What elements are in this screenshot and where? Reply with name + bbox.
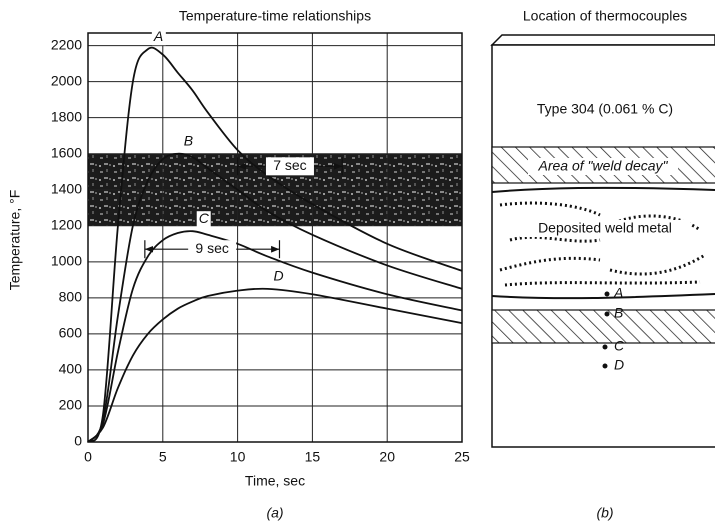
label-bg [151, 29, 166, 46]
label-bg [271, 268, 286, 285]
y-tick-label: 1600 [51, 144, 82, 160]
plot-frame [87, 32, 463, 443]
thermocouple [604, 311, 610, 317]
block-top [490, 34, 715, 46]
point-label: A [613, 285, 623, 301]
y-tick-label: 2200 [51, 36, 82, 52]
y-tick-label: 1000 [51, 253, 82, 269]
curve-label: A [153, 28, 163, 44]
curve-label: B [184, 132, 193, 148]
interval-label: 7 sec [273, 157, 306, 173]
y-tick-label: 400 [59, 361, 83, 377]
y-tick-label: 600 [59, 325, 83, 341]
label-bg [181, 133, 196, 150]
x-tick-label: 0 [84, 449, 92, 465]
curve-label: C [199, 210, 210, 226]
point-label: D [614, 357, 624, 373]
y-tick-label: 800 [59, 289, 83, 305]
x-tick-label: 15 [305, 449, 321, 465]
curve [87, 46, 463, 443]
x-tick-label: 20 [379, 449, 395, 465]
weld-boundary [491, 186, 715, 300]
x-axis-label: Time, sec [245, 473, 305, 489]
curve-label: D [274, 268, 284, 284]
panel-label: (a) [266, 505, 283, 521]
label-bg [265, 157, 314, 176]
label-bg [560, 101, 675, 119]
thermocouple [604, 291, 610, 297]
point-label: C [614, 338, 625, 354]
x-tick-label: 10 [230, 449, 246, 465]
thermocouple [602, 363, 608, 369]
hatched-zone [491, 309, 715, 344]
curve [87, 230, 463, 443]
weld-ripples [499, 201, 706, 287]
y-tick-label: 200 [59, 397, 83, 413]
curve [87, 287, 463, 443]
panel-label: (b) [596, 505, 613, 521]
x-tick-label: 5 [159, 449, 167, 465]
y-axis-label: Temperature, °F [7, 190, 23, 291]
interval-label: 9 sec [195, 240, 228, 256]
point-label: B [614, 305, 623, 321]
y-tick-label: 1800 [51, 108, 82, 124]
diagram-title: Location of thermocouples [523, 8, 687, 24]
label-bg [196, 211, 211, 228]
chart-title: Temperature-time relationships [179, 8, 371, 24]
layer-label: Type 304 (0.061 % C) [537, 101, 673, 117]
label-bg [520, 220, 690, 237]
layer-label: Area of "weld decay" [537, 158, 668, 174]
x-tick-label: 25 [454, 449, 470, 465]
y-tick-label: 2000 [51, 72, 82, 88]
y-tick-label: 0 [74, 433, 82, 449]
thermocouple [602, 344, 608, 350]
thermocouple-diagram: Location of thermocouples Type 304 (0.06… [490, 8, 715, 521]
y-tick-label: 1400 [51, 180, 82, 196]
y-tick-label: 1200 [51, 216, 82, 232]
label-bg [188, 240, 237, 259]
layer-label: Deposited weld metal [538, 220, 672, 236]
label-bg [528, 158, 678, 175]
curve [87, 152, 463, 443]
